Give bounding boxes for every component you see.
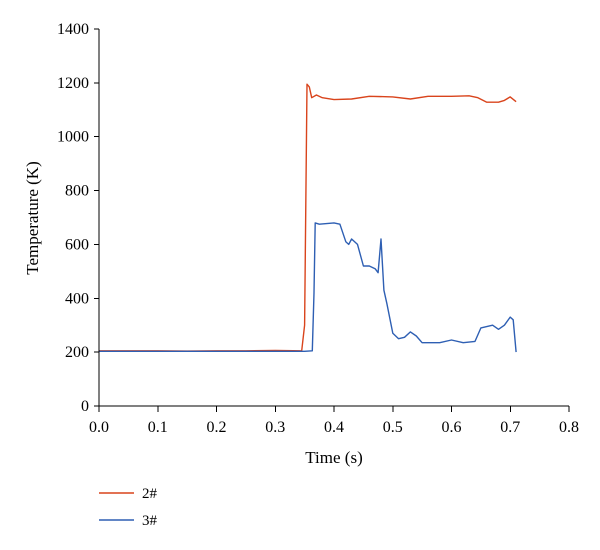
- x-tick-label: 0.8: [559, 419, 579, 436]
- x-tick-label: 0.3: [265, 419, 285, 436]
- y-tick-label: 1000: [57, 129, 89, 146]
- legend-label-2: 2#: [142, 486, 158, 502]
- y-tick-label: 1400: [57, 21, 89, 38]
- y-tick-label: 1200: [57, 75, 89, 92]
- y-tick-label: 800: [65, 183, 89, 200]
- series-line-3: [99, 222, 517, 353]
- tick-group: 0.0 0.1 0.2 0.3 0.4 0.5 0.6 0.7 0.8 0 200 400 600 800…: [57, 21, 579, 436]
- x-tick-label: 0.0: [89, 419, 109, 436]
- x-tick-label: 0.7: [500, 419, 520, 436]
- y-tick-label: 400: [65, 290, 89, 307]
- y-tick-label: 600: [65, 236, 89, 253]
- legend-label-3: 3#: [142, 513, 158, 529]
- x-tick-label: 0.6: [442, 419, 462, 436]
- x-tick-label: 0.5: [383, 419, 403, 436]
- series-line-2: [99, 83, 517, 352]
- x-tick-label: 0.2: [207, 419, 227, 436]
- plot-area: [99, 83, 517, 353]
- axes: [98, 29, 569, 407]
- legend: 2# 3#: [99, 486, 158, 529]
- y-tick-label: 200: [65, 344, 89, 361]
- x-tick-label: 0.1: [148, 419, 168, 436]
- y-axis-label: Temperature (K): [23, 161, 42, 275]
- y-tick-label: 0: [81, 398, 89, 415]
- x-tick-label: 0.4: [324, 419, 344, 436]
- x-axis-label: Time (s): [305, 448, 362, 467]
